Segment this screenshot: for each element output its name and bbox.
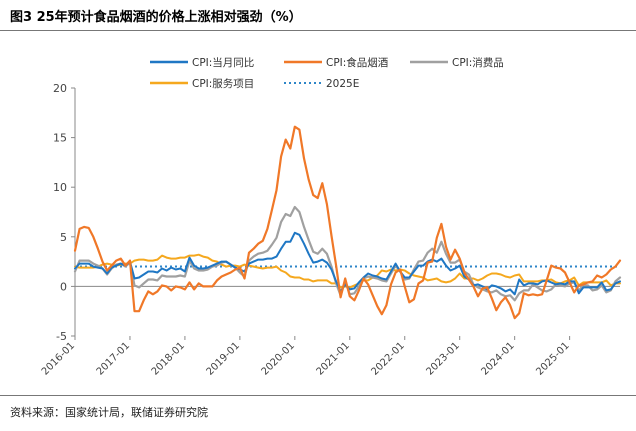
x-axis: 2016-01 2017-01 2018-01 2019-01 2020-01 2021-… <box>40 285 620 378</box>
legend-label-2025e: 2025E <box>326 78 359 90</box>
legend-item-consumer-goods: CPI:消费品 <box>410 56 504 69</box>
y-tick-label: 5 <box>60 231 67 244</box>
legend: CPI:当月同比 CPI:食品烟酒 CPI:消费品 CPI:服务项目 2025E <box>150 56 504 90</box>
x-tick-label: 2016-01 <box>40 340 77 377</box>
legend-label-services: CPI:服务项目 <box>192 77 254 90</box>
figure-title: 图3 25年预计食品烟酒的价格上涨相对强劲（%） <box>10 10 302 25</box>
series-line-services <box>74 253 621 289</box>
x-tick-label: 2018-01 <box>150 340 187 377</box>
x-tick-label: 2019-01 <box>205 340 242 377</box>
series-line-food-tobacco <box>73 125 622 320</box>
x-tick-label: 2017-01 <box>95 340 132 377</box>
x-tick-label: 2021-01 <box>315 340 352 377</box>
legend-label-consumer-goods: CPI:消费品 <box>452 56 504 69</box>
x-tick-label: 2025-01 <box>534 340 571 377</box>
legend-item-services: CPI:服务项目 <box>150 77 254 90</box>
legend-label-food-tobacco: CPI:食品烟酒 <box>326 56 389 69</box>
y-tick-label: -5 <box>56 330 67 343</box>
x-tick-label: 2024-01 <box>479 340 516 377</box>
x-tick-label: 2020-01 <box>260 340 297 377</box>
line-chart: CPI:当月同比 CPI:食品烟酒 CPI:消费品 CPI:服务项目 2025E… <box>40 56 622 378</box>
y-tick-label: 10 <box>53 181 67 194</box>
x-tick-label: 2023-01 <box>424 340 461 377</box>
legend-item-food-tobacco: CPI:食品烟酒 <box>284 56 389 69</box>
x-tick-label: 2022-01 <box>370 340 407 377</box>
plot-area <box>73 125 622 320</box>
legend-item-cpi-yoy: CPI:当月同比 <box>150 56 254 69</box>
legend-label-cpi-yoy: CPI:当月同比 <box>192 56 254 69</box>
footer-divider <box>0 395 636 396</box>
y-tick-label: 20 <box>53 82 67 95</box>
title-divider <box>0 30 636 31</box>
y-tick-label: 0 <box>60 280 67 293</box>
source-note: 资料来源：国家统计局，联储证券研究院 <box>10 406 208 419</box>
legend-item-2025e: 2025E <box>284 78 359 90</box>
y-axis: -5 0 5 10 15 20 <box>53 82 76 343</box>
y-tick-label: 15 <box>53 132 67 145</box>
